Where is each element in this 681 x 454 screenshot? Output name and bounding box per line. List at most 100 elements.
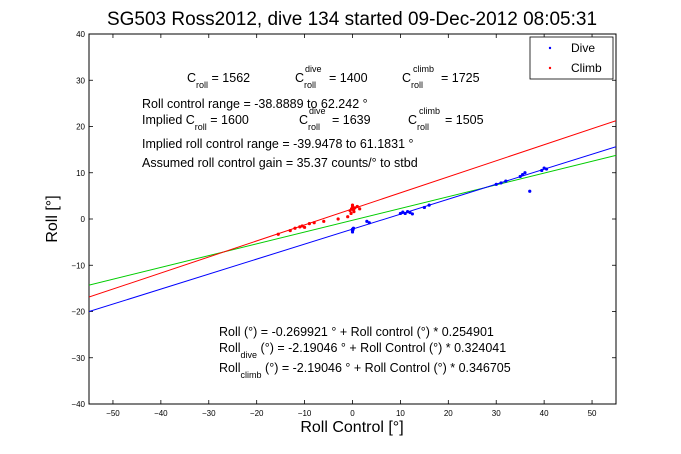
legend-box <box>529 36 614 80</box>
implied-sub: roll <box>195 122 207 132</box>
point-dive <box>540 168 544 173</box>
svg-text:Croll: Croll <box>295 71 316 90</box>
point-dive <box>523 171 527 175</box>
x-tick-label: 20 <box>444 409 453 418</box>
c-climb-sup: climb <box>413 64 434 74</box>
point-dive <box>408 210 412 215</box>
point-climb <box>307 222 311 226</box>
chart-title: SG503 Ross2012, dive 134 started 09-Dec-… <box>107 9 597 30</box>
point-climb <box>349 211 353 216</box>
implied-climb-value: = 1505 <box>445 113 484 127</box>
implied-c-roll: Implied Croll = 1600 Croll dive = 1639 C… <box>142 106 484 132</box>
y-tick-label: 30 <box>76 76 85 85</box>
implied-dive-label: C <box>299 113 308 127</box>
implied-label: Implied C <box>142 113 195 127</box>
point-dive <box>405 210 410 214</box>
point-climb <box>336 217 340 221</box>
point-dive <box>422 205 426 210</box>
svg-text:Implied Croll = 1600: Implied Croll = 1600 <box>142 113 249 132</box>
implied-dive-sup: dive <box>309 106 326 116</box>
x-tick-label: −10 <box>298 409 312 418</box>
point-dive <box>504 179 508 183</box>
fit-dive-prefix: Roll <box>219 341 241 355</box>
point-dive <box>410 212 414 216</box>
implied-climb-sup: climb <box>419 106 440 116</box>
y-tick-label: −20 <box>71 308 85 317</box>
point-dive <box>520 173 525 177</box>
point-climb <box>355 204 359 209</box>
fit-climb-prefix: Roll <box>219 361 241 375</box>
point-climb <box>293 226 297 230</box>
implied-roll-range: Implied roll control range = -39.9478 to… <box>142 137 414 151</box>
point-dive <box>365 219 369 223</box>
point-climb <box>353 206 357 210</box>
plot-area <box>88 33 617 405</box>
legend-label-climb: Climb <box>571 61 602 75</box>
y-tick-label: 0 <box>81 215 86 224</box>
point-climb <box>312 221 316 225</box>
x-tick-label: 30 <box>492 409 501 418</box>
c-climb-label: C <box>402 71 411 85</box>
y-tick-label: 10 <box>76 169 85 178</box>
implied-climb-label: C <box>408 113 417 127</box>
c-roll-value: = 1562 <box>208 71 250 85</box>
fit-climb-sub: climb <box>241 370 262 380</box>
fit-line-roll <box>89 154 616 286</box>
legend-marker-dive <box>548 46 552 50</box>
point-dive <box>367 221 371 225</box>
legend: Dive Climb <box>529 36 614 80</box>
c-dive-label: C <box>295 71 304 85</box>
point-climb <box>352 210 356 214</box>
x-tick-label: −20 <box>250 409 264 418</box>
point-dive <box>499 181 503 185</box>
x-tick-label: −50 <box>106 409 120 418</box>
c-roll-annotation: Croll = 1562 Croll dive = 1400 Croll cli… <box>187 64 480 90</box>
fit-dive-sub: dive <box>241 350 258 360</box>
x-tick-label: 50 <box>588 409 597 418</box>
point-dive <box>401 210 405 214</box>
implied-dive-sub: roll <box>308 122 320 132</box>
y-tick-label: −10 <box>71 261 85 270</box>
axis-ticks: −50 −40 −30 −20 −10 0 10 20 30 40 50 −40 −30 −20 −10 0 1… <box>71 30 616 418</box>
y-axis-label: Roll [°] <box>44 195 61 242</box>
c-dive-sub: roll <box>304 80 316 90</box>
point-dive <box>403 211 407 216</box>
point-dive <box>351 228 355 232</box>
svg-text:Croll: Croll <box>402 71 423 90</box>
point-climb <box>300 224 304 228</box>
data-points <box>276 166 549 236</box>
c-dive-sup: dive <box>305 64 322 74</box>
point-climb <box>322 219 326 223</box>
implied-value: = 1600 <box>207 113 249 127</box>
point-dive <box>544 167 549 171</box>
svg-text:Croll: Croll <box>299 113 320 132</box>
c-climb-value: = 1725 <box>441 71 480 85</box>
point-dive <box>398 211 403 216</box>
point-climb <box>302 225 307 229</box>
point-climb <box>348 209 352 213</box>
c-roll-label: C <box>187 71 196 85</box>
point-dive <box>518 174 522 179</box>
point-climb <box>350 203 355 207</box>
implied-climb-sub: roll <box>417 122 429 132</box>
point-climb <box>298 225 302 229</box>
svg-text:Rolldive (°) = -2.19046 ° + Ro: Rolldive (°) = -2.19046 ° + Roll Control… <box>219 341 506 360</box>
y-tick-label: −40 <box>71 400 85 409</box>
y-tick-label: 20 <box>76 123 85 132</box>
point-dive <box>427 203 431 207</box>
legend-marker-climb <box>548 66 552 70</box>
c-dive-value: = 1400 <box>329 71 368 85</box>
point-climb <box>276 232 280 236</box>
svg-text:Croll = 1562: Croll = 1562 <box>187 71 250 90</box>
x-tick-label: −40 <box>154 409 168 418</box>
legend-label-dive: Dive <box>571 41 595 55</box>
point-climb <box>288 228 292 233</box>
x-tick-label: 0 <box>350 409 355 418</box>
assumed-gain: Assumed roll control gain = 35.37 counts… <box>142 156 418 170</box>
point-dive <box>528 189 532 193</box>
svg-text:Rollclimb (°) = -2.19046 ° + R: Rollclimb (°) = -2.19046 ° + Roll Contro… <box>219 361 511 380</box>
c-roll-sub: roll <box>196 80 208 90</box>
y-tick-label: −30 <box>71 354 85 363</box>
roll-control-range: Roll control range = -38.8889 to 62.242 … <box>142 97 368 111</box>
